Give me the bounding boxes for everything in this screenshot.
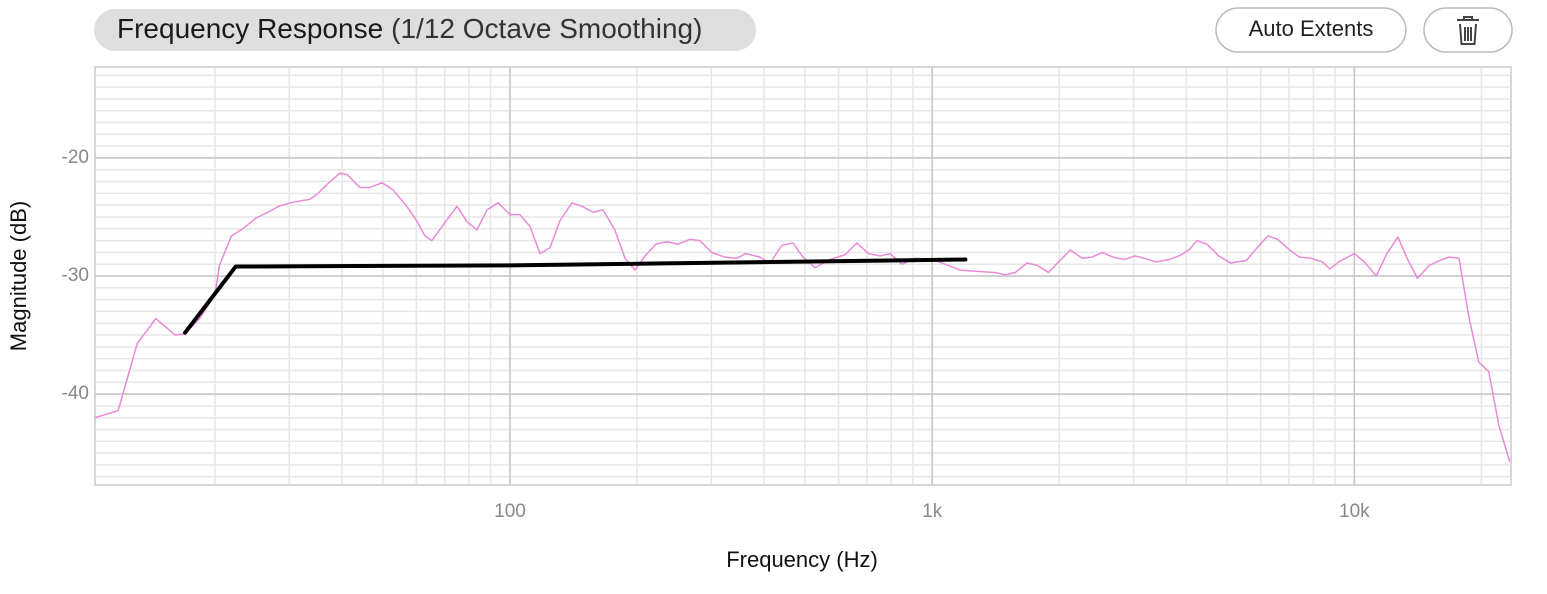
x-tick-label: 1k xyxy=(922,501,943,522)
y-axis-label: Magnitude (dB) xyxy=(6,201,31,351)
title-pill xyxy=(94,9,756,51)
y-tick-label: -30 xyxy=(62,265,89,286)
title: Frequency Response xyxy=(117,13,383,44)
x-tick-label: 10k xyxy=(1339,501,1370,522)
x-tick-label: 100 xyxy=(494,501,526,522)
y-tick-label: -20 xyxy=(62,147,89,168)
auto-extents-button[interactable] xyxy=(1215,7,1407,53)
trash-icon[interactable] xyxy=(1457,16,1479,45)
panel-title: Frequency Response (1/12 Octave Smoothing… xyxy=(117,13,702,44)
y-tick-label: -40 xyxy=(62,383,89,404)
button-label[interactable]: Auto Extents xyxy=(1249,16,1374,41)
x-axis-label: Frequency (Hz) xyxy=(726,547,878,572)
series-line xyxy=(183,257,968,335)
subtitle: (1/12 Octave Smoothing) xyxy=(391,13,702,44)
